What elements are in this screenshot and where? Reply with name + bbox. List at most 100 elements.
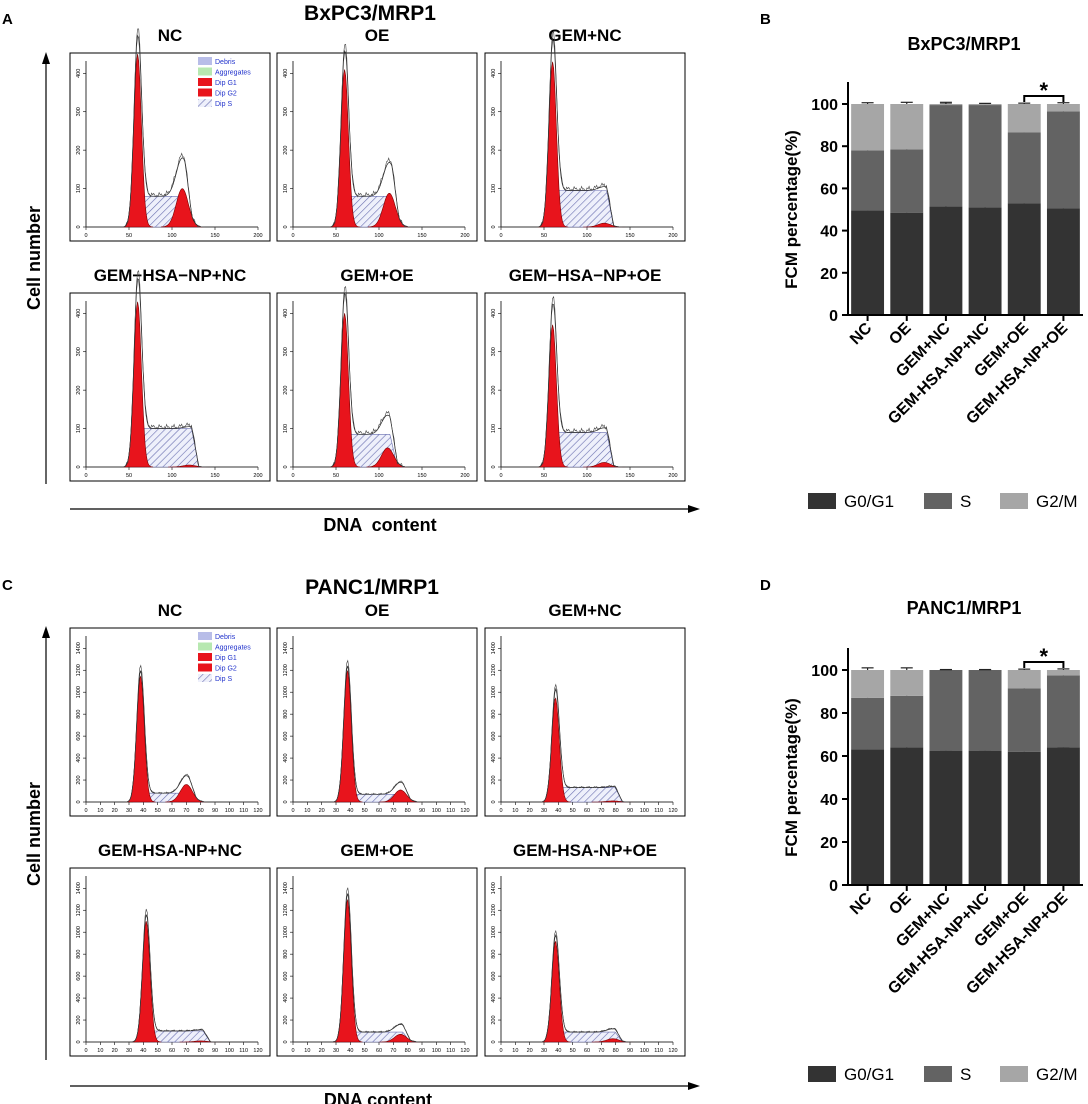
x-tick-label: 90 bbox=[627, 1048, 633, 1054]
bar-s bbox=[968, 670, 1002, 751]
x-tick-label: 20 bbox=[527, 808, 533, 814]
raw-histogram-line bbox=[293, 43, 465, 228]
raw-histogram-line bbox=[293, 285, 465, 468]
y-tick-label: 1200 bbox=[283, 904, 289, 916]
x-tick-label: 70 bbox=[390, 808, 396, 814]
y-tick-label: 1400 bbox=[76, 642, 82, 654]
histogram-frame bbox=[69, 867, 271, 1057]
x-tick-label: 0 bbox=[499, 1048, 502, 1054]
histogram-frame bbox=[276, 867, 478, 1057]
x-tick-label: 150 bbox=[210, 233, 219, 239]
x-tick-label: 60 bbox=[376, 1048, 382, 1054]
histogram-label: GEM+NC bbox=[548, 26, 621, 45]
x-tick-label: 150 bbox=[417, 473, 426, 479]
x-tick-label: 90 bbox=[212, 1048, 218, 1054]
x-tick-label: 100 bbox=[640, 808, 649, 814]
x-tick-label: 80 bbox=[405, 1048, 411, 1054]
y-tick-label: 200 bbox=[491, 1015, 497, 1024]
raw-histogram-line bbox=[501, 295, 673, 468]
x-tick-label: 120 bbox=[668, 1048, 677, 1054]
legend-swatch bbox=[198, 88, 212, 97]
y-tick-label: 60 bbox=[820, 749, 838, 766]
x-tick-label: 150 bbox=[210, 473, 219, 479]
x-tick-label: 90 bbox=[419, 808, 425, 814]
y-tick-label: 0 bbox=[283, 1040, 289, 1043]
y-axis-label: FCM percentage(%) bbox=[782, 698, 801, 857]
x-tick-label: 50 bbox=[570, 808, 576, 814]
histogram-frame bbox=[69, 52, 271, 242]
x-tick-label: 80 bbox=[198, 1048, 204, 1054]
y-tick-label: 100 bbox=[811, 663, 838, 680]
x-tick-label: 150 bbox=[417, 233, 426, 239]
x-tick-label: 30 bbox=[333, 1048, 339, 1054]
y-tick-label: 200 bbox=[76, 146, 82, 155]
x-tick-label: 100 bbox=[374, 233, 383, 239]
y-tick-label: 200 bbox=[76, 1015, 82, 1024]
legend-entry: G2/M bbox=[1036, 1065, 1078, 1084]
bar-s bbox=[890, 695, 924, 748]
y-tick-label: 0 bbox=[491, 465, 497, 468]
x-tick-label: 80 bbox=[405, 808, 411, 814]
raw-histogram-line bbox=[86, 664, 258, 803]
x-tick-label: 0 bbox=[499, 233, 502, 239]
bar-g2-m bbox=[890, 104, 924, 150]
legend-swatch bbox=[198, 632, 212, 640]
legend-swatch bbox=[924, 493, 952, 509]
y-tick-label: 1400 bbox=[283, 642, 289, 654]
y-tick-label: 400 bbox=[283, 309, 289, 318]
bar-g0-g1 bbox=[1046, 208, 1080, 315]
legend-swatch bbox=[924, 1066, 952, 1082]
x-tick-label: 80 bbox=[198, 808, 204, 814]
legend-swatch bbox=[198, 78, 212, 86]
bar-s bbox=[851, 150, 885, 211]
x-tick-label: 100 bbox=[432, 808, 441, 814]
x-tick-label: 100 bbox=[640, 1048, 649, 1054]
x-tick-label: 30 bbox=[333, 808, 339, 814]
histogram-label: NC bbox=[158, 601, 183, 620]
x-tick-label: 50 bbox=[155, 808, 161, 814]
x-tick-label: 200 bbox=[460, 233, 469, 239]
y-tick-label: 100 bbox=[491, 184, 497, 193]
y-tick-label: 600 bbox=[76, 732, 82, 741]
significance-bracket bbox=[1023, 661, 1065, 668]
bar-g2-m bbox=[1046, 670, 1080, 676]
y-tick-label: 200 bbox=[283, 146, 289, 155]
x-tick-label: 100 bbox=[582, 233, 591, 239]
x-tick-label: 0 bbox=[291, 233, 294, 239]
bar-s bbox=[929, 105, 963, 207]
y-tick-label: 40 bbox=[820, 224, 838, 241]
y-tick-label: 400 bbox=[283, 753, 289, 762]
histogram-frame bbox=[69, 292, 271, 482]
y-tick-label: 600 bbox=[283, 972, 289, 981]
x-tick-label: NC bbox=[847, 889, 876, 918]
x-tick-label: 20 bbox=[319, 1048, 325, 1054]
legend-entry: Aggregates bbox=[215, 70, 251, 77]
legend-swatch bbox=[198, 674, 212, 682]
y-tick-label: 200 bbox=[283, 386, 289, 395]
flow-panel-title: BxPC3/MRP1 bbox=[304, 2, 436, 25]
model-fit-line bbox=[86, 914, 258, 1043]
y-tick-label: 300 bbox=[76, 347, 82, 356]
legend-entry: Dip S bbox=[215, 676, 232, 683]
y-tick-label: 1200 bbox=[491, 664, 497, 676]
x-tick-label: 50 bbox=[126, 473, 132, 479]
x-tick-label: 0 bbox=[84, 233, 87, 239]
histogram-label: GEM−HSA−NP+OE bbox=[509, 266, 662, 285]
x-tick-label: 120 bbox=[668, 808, 677, 814]
x-tick-label: 40 bbox=[140, 1048, 146, 1054]
x-tick-label: 10 bbox=[512, 808, 518, 814]
dip-g1-peak bbox=[540, 697, 571, 803]
model-fit-line bbox=[293, 665, 465, 803]
x-tick-label: 0 bbox=[291, 808, 294, 814]
x-tick-label: 150 bbox=[625, 473, 634, 479]
raw-histogram-line bbox=[501, 683, 673, 803]
bar-g0-g1 bbox=[851, 210, 885, 315]
y-tick-label: 300 bbox=[76, 107, 82, 116]
y-tick-label: 60 bbox=[820, 181, 838, 198]
legend-entry: S bbox=[960, 1065, 971, 1084]
y-tick-label: 400 bbox=[491, 309, 497, 318]
bar-g2-m bbox=[1007, 670, 1041, 689]
y-tick-label: 1000 bbox=[283, 686, 289, 698]
bar-s bbox=[1046, 111, 1080, 209]
